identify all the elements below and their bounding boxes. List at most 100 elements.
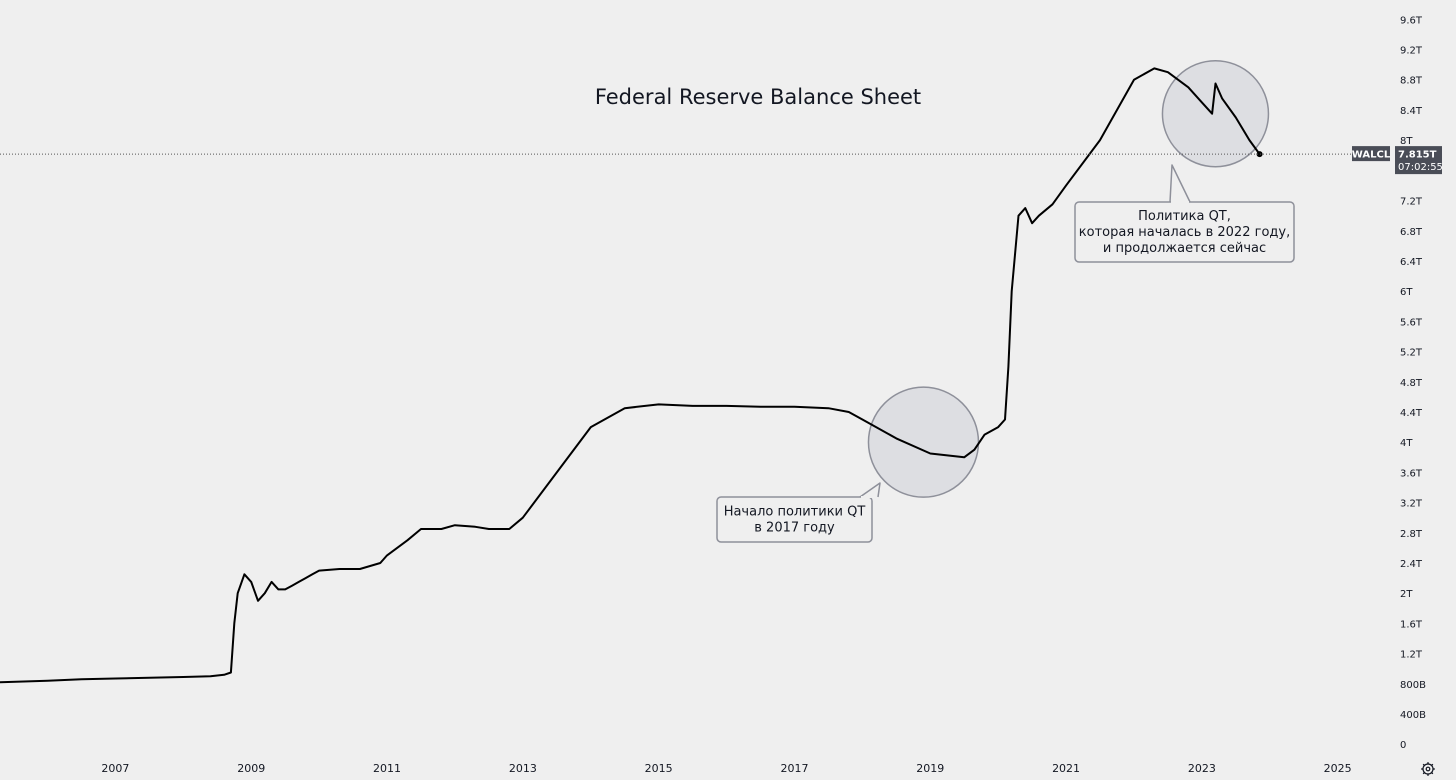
- series-point: [1007, 366, 1009, 368]
- x-tick-label: 2023: [1188, 762, 1216, 775]
- y-tick-label: 9.2T: [1400, 46, 1423, 57]
- y-axis: 0 400B 800B 1.2T 1.6T 2T 2.4T 2.8T 3.2T 3.6T 4T 4.4…: [1400, 15, 1426, 751]
- callout-tail: [1169, 164, 1191, 203]
- series-point: [556, 471, 558, 473]
- series-point: [250, 581, 252, 583]
- series-point: [1051, 203, 1054, 205]
- x-tick-label: 2021: [1052, 762, 1080, 775]
- y-tick-label: 0: [1400, 740, 1406, 751]
- series-point: [46, 680, 49, 682]
- series-point: [1187, 86, 1189, 88]
- symbol-tag-label: WALCL: [1352, 150, 1391, 161]
- annotation-text: Политика QT,: [1138, 209, 1231, 224]
- x-tick-label: 2019: [916, 762, 944, 775]
- series-point: [1099, 139, 1101, 141]
- series-point: [230, 671, 232, 674]
- series-point: [1235, 116, 1237, 119]
- series-point: [291, 585, 293, 587]
- y-tick-label: 7.2T: [1400, 197, 1423, 208]
- x-tick-label: 2011: [373, 762, 401, 775]
- y-tick-label: 6.8T: [1400, 227, 1423, 238]
- x-tick-label: 2007: [101, 762, 129, 775]
- series-point: [793, 406, 796, 408]
- x-axis: 2007 2009 2011 2013 2015 2017 2019 2021 2023 2025: [101, 762, 1351, 775]
- y-tick-label: 5.2T: [1400, 348, 1423, 359]
- series-point: [692, 405, 694, 407]
- series-point: [454, 524, 456, 526]
- series-point: [237, 592, 239, 594]
- series-point: [929, 452, 931, 455]
- x-tick-label: 2009: [237, 762, 265, 775]
- series-point: [80, 678, 83, 680]
- series-point: [0, 681, 1, 683]
- annotation-text: и продолжается сейчас: [1103, 241, 1266, 256]
- series-point: [1221, 98, 1223, 100]
- series-point: [298, 581, 300, 583]
- series-point: [725, 405, 728, 407]
- y-tick-label: 6.4T: [1400, 257, 1423, 268]
- series-point: [1211, 113, 1213, 115]
- series-line: [0, 67, 1261, 684]
- series-point: [1038, 215, 1040, 217]
- x-tick-label: 2025: [1324, 762, 1352, 775]
- y-tick-label: 8.8T: [1400, 76, 1423, 87]
- series-point: [590, 426, 592, 428]
- y-tick-label: 2.4T: [1400, 559, 1423, 570]
- series-point: [973, 449, 976, 451]
- series-point: [359, 568, 361, 570]
- series-point: [233, 622, 235, 625]
- series-point: [1248, 139, 1251, 141]
- series-point: [508, 528, 510, 530]
- callout-tail: [859, 482, 881, 498]
- series-point: [1167, 71, 1169, 73]
- series-point: [658, 403, 660, 406]
- series-point: [284, 588, 286, 591]
- series-point: [1201, 101, 1203, 103]
- y-tick-label: 6T: [1400, 287, 1413, 298]
- y-tick-label: 4.4T: [1400, 408, 1423, 419]
- y-tick-label: 800B: [1400, 680, 1426, 691]
- series-point: [983, 434, 986, 436]
- series-point: [277, 588, 279, 591]
- x-tick-label: 2017: [780, 762, 808, 775]
- y-tick-label: 8T: [1400, 136, 1413, 147]
- series-point: [861, 418, 863, 421]
- annotation-circle: [867, 386, 980, 498]
- series-point: [148, 677, 150, 679]
- y-tick-label: 4T: [1400, 438, 1413, 449]
- x-tick-label: 2015: [645, 762, 673, 775]
- series-point: [997, 426, 999, 428]
- series-point: [114, 677, 117, 680]
- y-tick-label: 5.6T: [1400, 317, 1423, 328]
- series-point: [963, 456, 965, 458]
- series-point: [271, 581, 273, 583]
- series-point: [440, 528, 442, 530]
- x-tick-label: 2013: [509, 762, 537, 775]
- symbol-tag: [1352, 146, 1390, 162]
- annotation-circle: [1161, 59, 1270, 168]
- series-point: [1133, 79, 1135, 81]
- y-tick-label: 4.8T: [1400, 378, 1423, 389]
- series-point: [522, 517, 524, 519]
- series-point: [1004, 418, 1006, 421]
- series-point: [1024, 207, 1026, 209]
- y-tick-label: 1.6T: [1400, 619, 1423, 630]
- y-tick-label: 8.4T: [1400, 106, 1423, 117]
- y-tick-label: 3.6T: [1400, 468, 1423, 479]
- series-point: [311, 573, 313, 575]
- price-tag: [1395, 146, 1442, 175]
- y-tick-label: 2T: [1400, 589, 1413, 600]
- series-point: [1011, 290, 1013, 292]
- series-point: [304, 577, 307, 579]
- price-tag-time: 07:02:55: [1398, 162, 1443, 173]
- series-point: [759, 406, 762, 408]
- series-point: [848, 411, 850, 413]
- y-tick-label: 400B: [1400, 710, 1426, 721]
- gear-icon[interactable]: [1421, 762, 1435, 776]
- series-point: [257, 600, 259, 602]
- series-point: [264, 592, 266, 594]
- series-point: [624, 407, 626, 409]
- series-point: [1065, 184, 1067, 187]
